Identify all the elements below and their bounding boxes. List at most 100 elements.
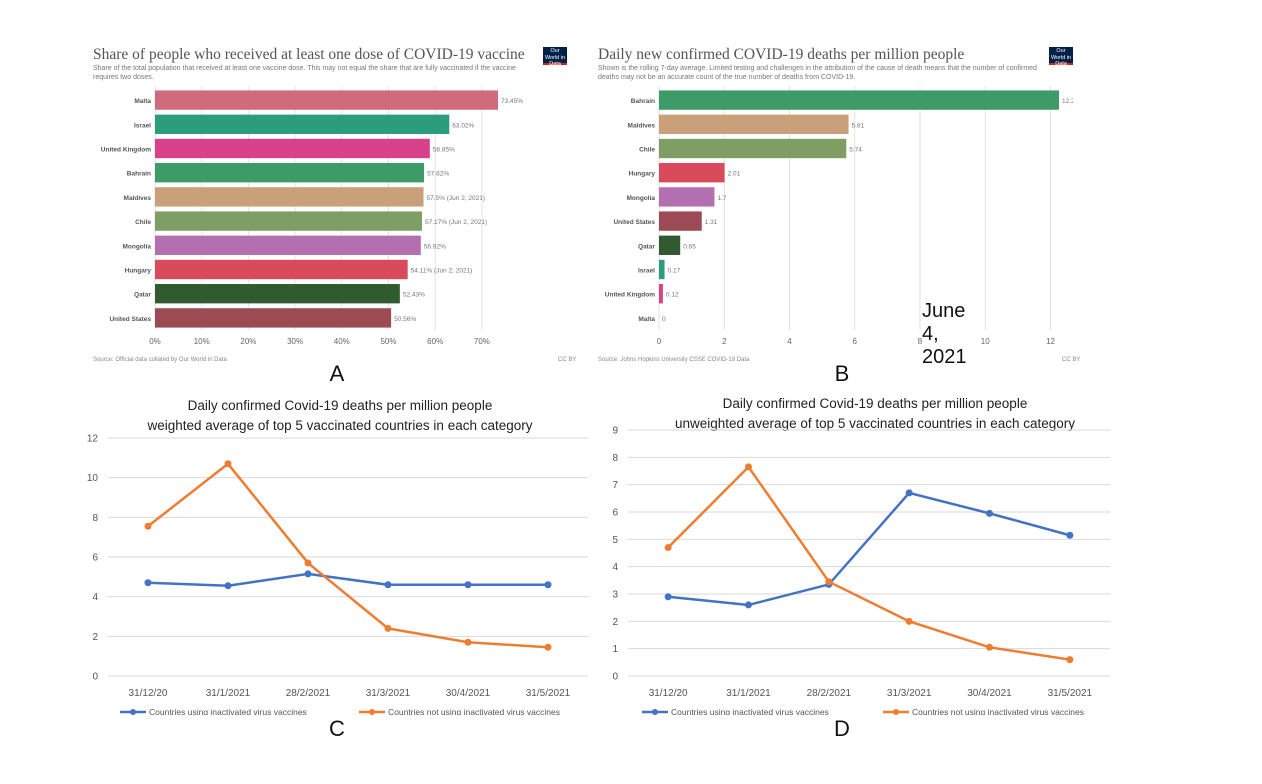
panel-a-subtitle: Share of the total population that recei… xyxy=(93,65,516,81)
d-series-2-point xyxy=(664,544,672,552)
a-bar xyxy=(155,163,425,183)
a-category-label: United States xyxy=(109,316,151,323)
d-series-2-point xyxy=(905,617,913,625)
c-y-tick-label: 4 xyxy=(92,592,98,603)
d-y-tick-label: 9 xyxy=(612,426,618,437)
b-x-tick-label: 6 xyxy=(853,337,858,346)
c-series-2-point xyxy=(224,460,232,468)
date-note: June 4, 2021 xyxy=(922,300,967,368)
d-x-tick-label: 31/12/20 xyxy=(649,688,688,699)
d-series-1-point xyxy=(1066,531,1074,539)
a-value-label: 58.85% xyxy=(433,147,455,154)
b-x-tick-label: 10 xyxy=(981,337,990,346)
a-bar xyxy=(155,284,400,304)
d-series-line-1 xyxy=(668,491,1071,607)
d-x-tick-label: 28/2/2021 xyxy=(807,688,852,699)
panel-d-title-line1: Daily confirmed Covid-19 deaths per mill… xyxy=(722,396,1028,411)
chart-d: 0 1 2 3 4 5 6 7 8 9 31/12/20 31/1/2021 28/2/2021 31/3… xyxy=(612,426,1110,715)
a-category-label: Maldives xyxy=(124,195,152,202)
d-series-1-point xyxy=(664,593,672,601)
a-bar xyxy=(155,187,424,207)
panel-a-license: CC BY xyxy=(558,357,577,363)
owid-logo-a: Our World in Data xyxy=(543,47,567,67)
b-category-label: United Kingdom xyxy=(605,292,655,299)
a-value-label: 73.45% xyxy=(501,98,523,105)
b-category-label: Mongolia xyxy=(626,195,655,202)
panel-b-letter: B xyxy=(834,361,850,386)
b-bar xyxy=(659,284,663,304)
panel-a-title: Share of people who received at least on… xyxy=(93,46,525,63)
a-x-tick-label: 10% xyxy=(194,337,210,346)
c-legend-marker xyxy=(369,709,375,715)
panel-b-subtitle: Shown is the rolling 7-day average. Limi… xyxy=(598,65,1037,81)
a-value-label: 52.43% xyxy=(403,292,425,299)
d-legend-label: Countries not using inactivated virus va… xyxy=(912,707,1084,715)
a-value-label: 54.11% (Jun 2, 2021) xyxy=(411,268,473,275)
b-bar xyxy=(659,163,725,183)
d-legend-label: Countries using inactivated virus vaccin… xyxy=(671,707,829,715)
d-series-line-2 xyxy=(667,464,1071,661)
panel-d-title-line2: unweighted average of top 5 vaccinated c… xyxy=(674,416,1075,431)
c-series-2-point xyxy=(144,522,152,530)
c-legend-marker xyxy=(130,709,136,715)
b-category-label: Israel xyxy=(638,268,655,275)
c-series-1-point xyxy=(144,579,152,587)
a-category-label: Qatar xyxy=(134,292,151,299)
d-y-tick-label: 7 xyxy=(612,480,618,491)
c-series-2-point xyxy=(464,638,472,646)
b-category-label: Malta xyxy=(638,316,655,323)
panel-a-letter: A xyxy=(329,361,345,386)
a-bar xyxy=(155,259,408,280)
panel-a-source: Source: Official data collated by Our Wo… xyxy=(93,357,227,363)
b-x-tick-label: 0 xyxy=(657,337,662,346)
a-bar xyxy=(155,235,421,255)
panel-c-title-line1: Daily confirmed Covid-19 deaths per mill… xyxy=(187,398,493,413)
b-bar xyxy=(659,187,715,207)
panel-b-source: Source: Johns Hopkins University CSSE CO… xyxy=(598,357,750,363)
chart-a: 0% 10% 20% 30% 40% 50% 60% 70% Malta 73.45% Israel… xyxy=(101,86,523,346)
b-value-label: 0.17 xyxy=(668,268,681,275)
owid-logo-b: Our World in Data xyxy=(1049,47,1073,67)
b-x-tick-label: 8 xyxy=(918,337,923,346)
c-series-1-point xyxy=(224,582,232,590)
a-category-label: Malta xyxy=(134,98,151,105)
c-x-tick-label: 30/4/2021 xyxy=(446,688,491,699)
b-category-label: Hungary xyxy=(629,171,656,178)
a-x-tick-label: 0% xyxy=(149,337,161,346)
panel-c-title: Daily confirmed Covid-19 deaths per mill… xyxy=(90,396,590,436)
d-x-tick-label: 31/3/2021 xyxy=(887,688,932,699)
d-y-tick-label: 4 xyxy=(612,562,618,573)
a-bar xyxy=(155,308,392,328)
b-category-label: Chile xyxy=(639,147,655,154)
a-bar xyxy=(155,138,430,159)
c-series-1-point xyxy=(544,581,552,589)
d-x-tick-label: 31/5/2021 xyxy=(1048,688,1093,699)
a-value-label: 57.62% xyxy=(427,171,449,178)
b-value-label: 0 xyxy=(662,316,666,323)
panel-d-letter: D xyxy=(834,716,850,741)
a-category-label: Chile xyxy=(135,219,151,226)
a-bar xyxy=(155,211,422,231)
b-x-tick-label: 4 xyxy=(787,337,792,346)
d-y-tick-label: 2 xyxy=(612,617,618,628)
d-series-1-point xyxy=(745,601,752,609)
c-series-2-point xyxy=(304,559,312,567)
chart-c: 0 2 4 6 8 10 12 31/12/20 31/1/2021 28/2/2021 31/3/… xyxy=(87,434,588,715)
d-legend-marker xyxy=(652,709,658,715)
b-value-label: 1.7 xyxy=(717,195,726,202)
a-bar xyxy=(155,90,498,110)
c-series-1-point xyxy=(384,581,392,589)
c-series-2-point xyxy=(384,624,392,632)
a-value-label: 57.17% (Jun 2, 2021) xyxy=(425,219,487,226)
a-x-tick-label: 60% xyxy=(427,337,443,346)
a-category-label: Israel xyxy=(134,122,151,129)
d-series-2-point xyxy=(1066,656,1074,664)
b-value-label: 0.65 xyxy=(683,243,696,250)
b-category-label: United States xyxy=(613,219,655,226)
b-value-label: 12.26 xyxy=(1062,98,1073,105)
b-value-label: 2.01 xyxy=(728,171,741,178)
panel-c-letter: C xyxy=(329,716,345,741)
c-series-1-point xyxy=(464,581,472,589)
c-series-line-1 xyxy=(147,572,548,588)
c-x-tick-label: 31/12/20 xyxy=(129,688,168,699)
